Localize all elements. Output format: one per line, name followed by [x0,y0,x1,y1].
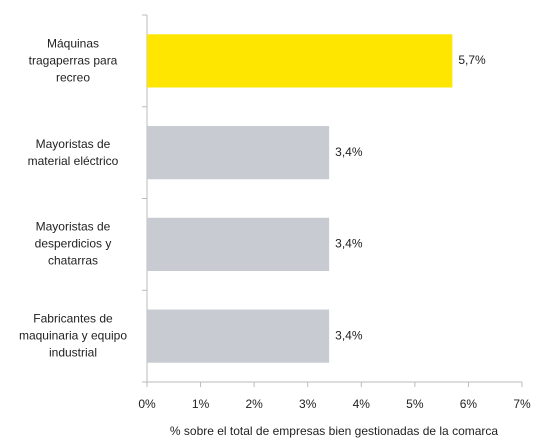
x-tick-label: 3% [299,397,317,411]
y-tick-label: Máquinas tragaperras para recreo [28,36,118,85]
x-tick-label: 7% [513,397,531,411]
data-label: 3,4% [335,237,363,251]
x-tick-label: 0% [138,397,156,411]
data-label: 3,4% [335,145,363,159]
y-tick-label: Mayoristas de desperdicios y chatarras [34,219,112,268]
data-label: 5,7% [458,53,486,67]
bar [147,309,330,363]
bar [147,34,453,88]
x-tick-label: 6% [460,397,478,411]
bar [147,126,330,180]
bar [147,217,330,271]
data-label: 3,4% [335,328,363,342]
x-axis-label: % sobre el total de empresas bien gestio… [170,424,499,438]
x-tick-label: 4% [353,397,371,411]
x-tick-label: 5% [406,397,424,411]
y-tick-label: Mayoristas de material eléctrico [27,136,119,168]
x-tick-label: 2% [245,397,263,411]
y-tick-label: Fabricantes de maquinaria y equipo indus… [18,311,128,360]
x-tick-label: 1% [192,397,210,411]
